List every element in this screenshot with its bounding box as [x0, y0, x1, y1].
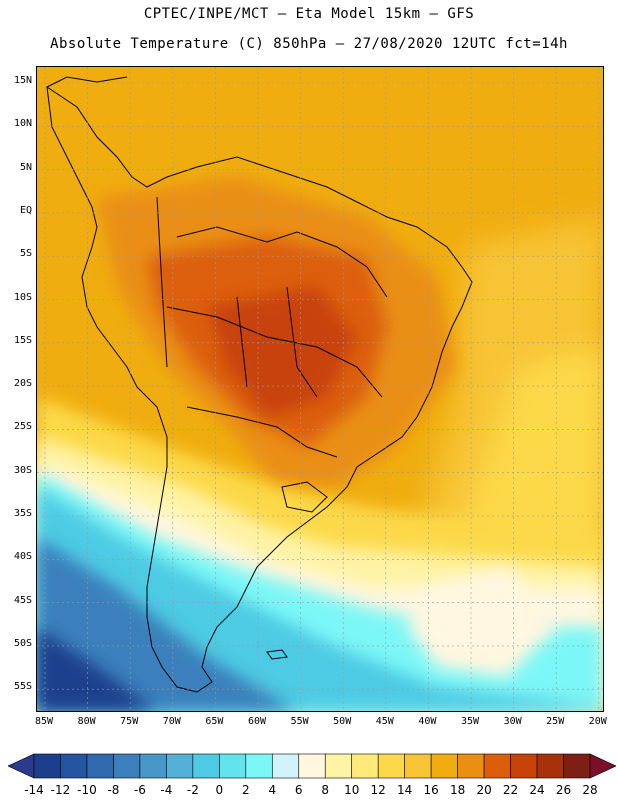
latitude-label: 25S — [13, 421, 32, 433]
field-land-core — [207, 287, 357, 417]
colorbar-label: 18 — [449, 783, 466, 797]
longitude-label: 75W — [120, 716, 139, 727]
longitude-label: 55W — [290, 716, 309, 727]
colorbar-label: -10 — [77, 783, 97, 797]
colorbar-label: 22 — [502, 783, 519, 797]
graticule — [37, 67, 603, 711]
longitude-label: 40W — [418, 716, 437, 727]
latitude-label: 15N — [13, 75, 32, 86]
colorbar-label: 24 — [529, 783, 545, 797]
colorbar-swatch — [324, 753, 353, 779]
colorbar-swatch — [483, 753, 511, 779]
colorbar-swatch — [510, 753, 538, 779]
colorbar-label: 28 — [582, 783, 598, 797]
latitude-label: EQ — [19, 204, 32, 216]
border-brazil-west — [236, 296, 248, 388]
latitude-label: 35S — [13, 508, 32, 519]
colorbar-swatch — [271, 753, 300, 779]
latitude-label: 15S — [13, 334, 32, 346]
colorbar-label: 26 — [555, 783, 572, 797]
longitude-label: 35W — [460, 716, 480, 727]
colorbar — [8, 753, 616, 779]
colorbar-swatch — [457, 753, 485, 779]
central-america-coast — [46, 76, 128, 88]
colorbar-label: -2 — [186, 783, 199, 797]
longitude-label: 70W — [162, 716, 181, 727]
south-america-coast — [46, 85, 473, 693]
colorbar-swatch — [219, 753, 247, 779]
colorbar-label: 14 — [397, 783, 413, 797]
colorbar-label: -4 — [160, 783, 173, 797]
longitude-label: 30W — [503, 716, 522, 727]
chart-subtitle: Absolute Temperature (C) 850hPa – 27/08/… — [50, 36, 568, 52]
longitude-label: 50W — [333, 716, 352, 727]
longitude-label: 20W — [588, 716, 607, 727]
latitude-label: 10N — [13, 118, 32, 130]
field-band-blue — [37, 537, 297, 711]
colorbar-label: 2 — [241, 783, 250, 797]
colorbar-swatch — [536, 753, 564, 779]
colorbar-label: -12 — [50, 783, 71, 797]
colorbar-swatch — [33, 753, 61, 779]
colorbar-label: 4 — [268, 783, 277, 797]
colorbar-under-arrow — [8, 753, 35, 779]
falklands — [266, 649, 288, 660]
border-brazil-states — [286, 286, 318, 398]
border-central — [166, 306, 383, 398]
latitude-label: 20S — [13, 378, 32, 390]
colorbar-label: 12 — [370, 783, 386, 797]
map-canvas — [37, 67, 603, 711]
colorbar-over-arrow — [589, 753, 616, 779]
colorbar-label: 6 — [294, 783, 303, 797]
latitude-label: 10S — [13, 291, 32, 303]
colorbar-label: 10 — [344, 783, 360, 797]
colorbar-swatch — [192, 753, 220, 779]
temperature-map — [36, 66, 604, 712]
colorbar-label: -14 — [24, 783, 44, 797]
longitude-label: 65W — [205, 716, 224, 727]
latitude-label: 50S — [13, 637, 32, 649]
colorbar-swatch — [139, 753, 167, 779]
colorbar-swatch — [166, 753, 194, 779]
colorbar-label: 20 — [476, 783, 492, 797]
colorbar-label: 8 — [321, 783, 330, 797]
latitude-label: 45S — [13, 594, 32, 606]
colorbar-label: -6 — [133, 783, 146, 797]
latitude-label: 55S — [13, 681, 32, 693]
longitude-label: 80W — [77, 716, 96, 727]
colorbar-swatch — [563, 753, 591, 779]
field-band-darkblue — [37, 627, 157, 711]
uruguay-border — [281, 481, 328, 513]
border-north — [176, 226, 388, 298]
colorbar-swatch — [245, 753, 273, 779]
longitude-label: 25W — [546, 716, 565, 727]
field-swirl — [407, 567, 557, 677]
colorbar-swatch — [404, 753, 432, 779]
colorbar-swatch — [351, 753, 379, 779]
colorbar-label: 0 — [215, 783, 224, 797]
colorbar-label: -8 — [107, 783, 120, 797]
coastlines — [46, 76, 473, 693]
latitude-label: 40S — [13, 551, 32, 563]
latitude-label: 5S — [19, 248, 32, 260]
colorbar-label: 16 — [423, 783, 439, 797]
colorbar-swatch — [60, 753, 88, 779]
latitude-label: 5N — [19, 161, 32, 173]
colorbar-swatch — [430, 753, 458, 779]
longitude-label: 45W — [375, 716, 394, 727]
longitude-label: 85W — [34, 716, 54, 727]
colorbar-swatch — [377, 753, 405, 779]
colorbar-swatch — [86, 753, 114, 779]
colorbar-swatch — [113, 753, 141, 779]
border-andes — [156, 196, 168, 368]
chart-title: CPTEC/INPE/MCT – Eta Model 15km – GFS — [143, 6, 475, 22]
longitude-label: 60W — [247, 716, 267, 727]
latitude-label: 30S — [13, 464, 32, 476]
border-south — [186, 406, 338, 458]
colorbar-swatch — [298, 753, 326, 779]
